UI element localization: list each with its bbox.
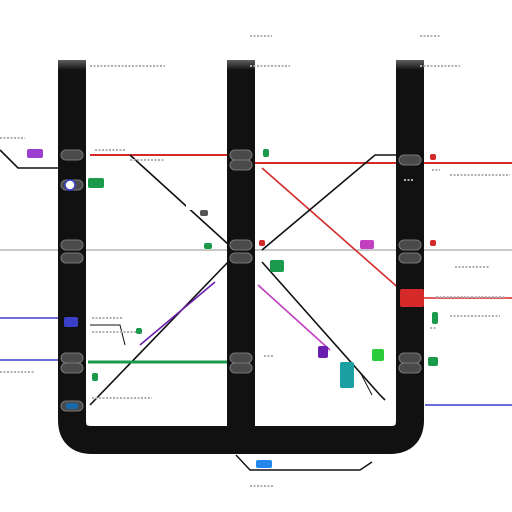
green-badge[interactable] <box>136 328 142 334</box>
white-badge[interactable] <box>186 196 198 210</box>
red-route-line <box>90 154 512 164</box>
station-marker[interactable] <box>229 149 253 161</box>
magenta-route-line <box>257 284 331 351</box>
teal-badge[interactable] <box>340 362 354 388</box>
green-badge[interactable] <box>263 149 269 157</box>
purple-badge[interactable] <box>27 149 43 158</box>
station-marker[interactable] <box>398 154 422 166</box>
black-diagonal-c <box>89 259 231 406</box>
station-marker[interactable] <box>229 252 253 264</box>
purple-route-line <box>139 281 216 346</box>
labels <box>0 35 510 487</box>
station-marker[interactable] <box>398 252 422 264</box>
black-diagonal-b <box>261 154 400 251</box>
black-diagonal-a <box>129 154 241 256</box>
station-marker[interactable] <box>229 352 253 364</box>
station-marker[interactable] <box>229 239 253 251</box>
station-marker[interactable] <box>398 362 422 374</box>
station-marker[interactable] <box>398 352 422 364</box>
green-badge[interactable] <box>92 373 98 381</box>
station-marker[interactable] <box>229 159 253 171</box>
small-connector <box>90 324 126 346</box>
badges <box>27 149 438 468</box>
green-badge[interactable] <box>372 349 384 361</box>
station-marker[interactable] <box>60 362 84 374</box>
green-badge[interactable] <box>270 260 284 272</box>
blue-badge[interactable] <box>256 460 272 468</box>
left-column-fade <box>55 40 89 70</box>
black-bottom-connector <box>235 454 373 471</box>
red-badge[interactable] <box>430 154 436 160</box>
magenta-badge[interactable] <box>360 240 374 249</box>
station-marker[interactable] <box>60 252 84 264</box>
blue-badge[interactable] <box>64 317 78 327</box>
frame <box>55 40 427 454</box>
green-badge[interactable] <box>204 243 212 249</box>
station-marker[interactable] <box>398 239 422 251</box>
stations <box>60 149 422 412</box>
red-badge[interactable] <box>430 240 436 246</box>
gray-badge[interactable] <box>200 210 208 216</box>
red-badge[interactable] <box>259 240 265 246</box>
station-marker[interactable] <box>60 149 84 161</box>
center-column-fade <box>224 40 258 70</box>
blue-badge[interactable] <box>66 403 78 409</box>
station-marker[interactable] <box>60 352 84 364</box>
black-diagonal-d <box>261 261 386 401</box>
purple-badge[interactable] <box>318 346 328 358</box>
green-badge[interactable] <box>428 357 438 366</box>
station-marker[interactable] <box>60 239 84 251</box>
small-connector-2 <box>359 371 373 396</box>
green-badge[interactable] <box>432 312 438 324</box>
green-badge[interactable] <box>88 178 104 188</box>
route-lines <box>0 149 512 471</box>
interchange-station[interactable] <box>64 179 76 191</box>
red-badge[interactable] <box>400 289 424 307</box>
station-marker[interactable] <box>229 362 253 374</box>
red-diagonal-line <box>261 167 512 299</box>
